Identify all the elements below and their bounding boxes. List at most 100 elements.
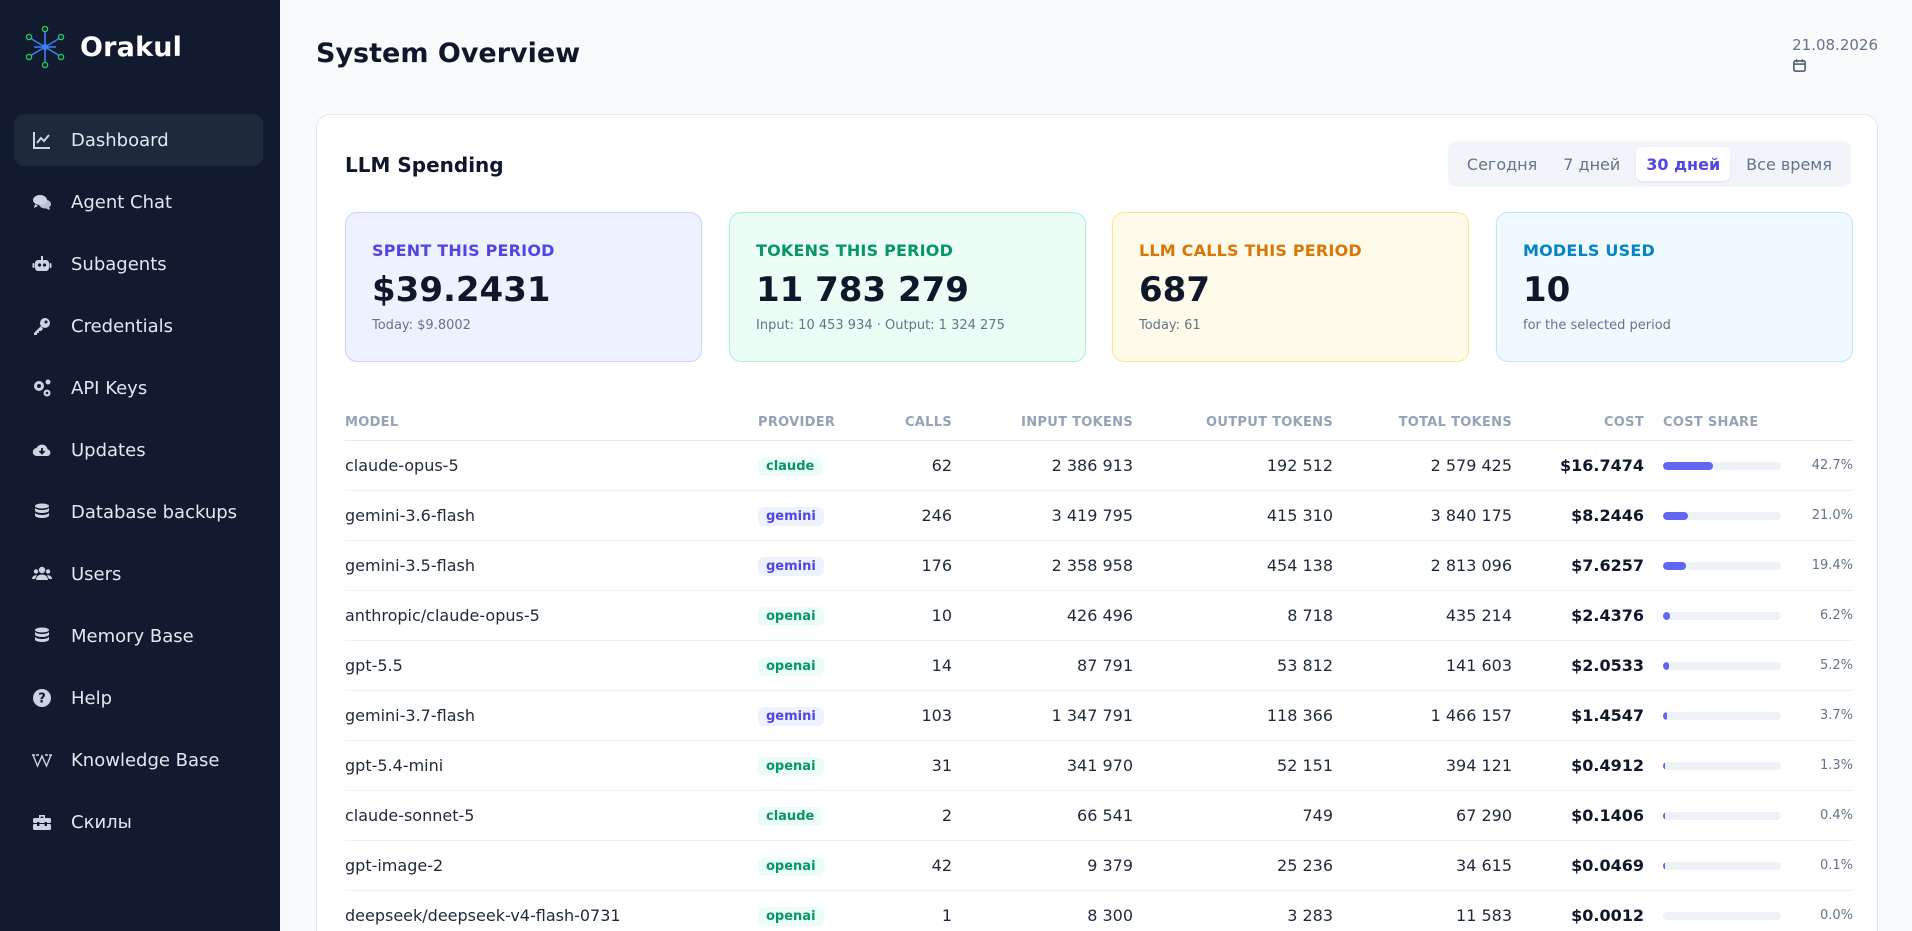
table-row[interactable]: claude-sonnet-5 claude 2 66 541 749 67 290 $0.…: [345, 791, 1853, 841]
cost-share-percent: 0.4%: [1819, 808, 1853, 823]
brand[interactable]: Orakul: [24, 24, 182, 70]
cost-share-bar-fill: [1663, 811, 1666, 820]
col-header-output-tokens[interactable]: OUTPUT TOKENS: [1206, 415, 1333, 430]
sidebar-item-skills[interactable]: Скилы: [14, 796, 263, 848]
provider-cell: gemini: [758, 555, 858, 576]
card-title: LLM Spending: [345, 153, 504, 177]
sidebar-item-label: Dashboard: [71, 129, 169, 151]
table-row[interactable]: gpt-5.5 openai 14 87 791 53 812 141 603 $2.053…: [345, 641, 1853, 691]
col-header-cost-share[interactable]: COST SHARE: [1663, 415, 1759, 430]
cost-share-cell: 19.4%: [1644, 558, 1853, 573]
period-tab-7-days[interactable]: 7 дней: [1563, 154, 1621, 174]
period-tab-30-days[interactable]: 30 дней: [1636, 147, 1731, 181]
sidebar-item-subagents[interactable]: Subagents: [14, 238, 263, 290]
cost-share-bar: [1663, 611, 1781, 620]
cost-cell: $2.0533: [1571, 656, 1644, 675]
stat-label: MODELS USED: [1523, 241, 1655, 260]
period-tab-today[interactable]: Сегодня: [1466, 154, 1538, 174]
date-picker[interactable]: 21.08.2026: [1792, 36, 1878, 77]
table-row[interactable]: claude-opus-5 claude 62 2 386 913 192 512 2 5…: [345, 441, 1853, 491]
table-row[interactable]: gemini-3.5-flash gemini 176 2 358 958 454 13…: [345, 541, 1853, 591]
total-tokens-cell: 34 615: [1456, 856, 1512, 875]
input-tokens-cell: 426 496: [1066, 606, 1133, 625]
model-spending-table: MODEL PROVIDER CALLS INPUT TOKENS OUTPUT…: [345, 405, 1853, 931]
col-header-cost[interactable]: COST: [1603, 415, 1644, 430]
provider-cell: gemini: [758, 705, 858, 726]
table-row[interactable]: gpt-5.4-mini openai 31 341 970 52 151 394 121…: [345, 741, 1853, 791]
page-title: System Overview: [316, 38, 581, 69]
toolbox-icon: [31, 811, 53, 833]
output-tokens-cell: 118 366: [1266, 706, 1333, 725]
cost-share-bar-fill: [1663, 861, 1666, 870]
calendar-icon[interactable]: [1792, 58, 1807, 73]
model-name: claude-opus-5: [345, 456, 459, 475]
cost-cell: $1.4547: [1571, 706, 1644, 725]
cost-share-percent: 19.4%: [1811, 558, 1853, 573]
total-tokens-cell: 141 603: [1445, 656, 1512, 675]
sidebar-item-updates[interactable]: Updates: [14, 424, 263, 476]
col-header-input-tokens[interactable]: INPUT TOKENS: [1021, 415, 1133, 430]
sidebar-item-label: Credentials: [71, 315, 174, 337]
sidebar-item-api-keys[interactable]: API Keys: [14, 362, 263, 414]
table-body: claude-opus-5 claude 62 2 386 913 192 512 2 5…: [345, 441, 1853, 931]
sidebar-item-memory-base[interactable]: Memory Base: [14, 610, 263, 662]
model-name: gpt-5.5: [345, 656, 403, 675]
total-tokens-cell: 1 466 157: [1430, 706, 1512, 725]
sidebar-item-agent-chat[interactable]: Agent Chat: [14, 176, 263, 228]
sidebar-nav: Dashboard Agent Chat Subagents Credentia…: [14, 114, 263, 858]
table-row[interactable]: gpt-image-2 openai 42 9 379 25 236 34 615 $0.0…: [345, 841, 1853, 891]
stat-label: LLM CALLS THIS PERIOD: [1139, 241, 1362, 260]
cost-cell: $0.0012: [1571, 906, 1644, 925]
col-header-total-tokens[interactable]: TOTAL TOKENS: [1398, 415, 1512, 430]
total-tokens-cell: 2 813 096: [1430, 556, 1512, 575]
output-tokens-cell: 454 138: [1266, 556, 1333, 575]
period-tab-all-time[interactable]: Все время: [1746, 154, 1832, 174]
model-name: gpt-5.4-mini: [345, 756, 444, 775]
table-row[interactable]: deepseek/deepseek-v4-flash-0731 openai 1 8 …: [345, 891, 1853, 931]
col-header-calls[interactable]: CALLS: [904, 415, 952, 430]
cost-share-bar-fill: [1663, 711, 1668, 720]
model-name: gemini-3.6-flash: [345, 506, 475, 525]
total-tokens-cell: 67 290: [1456, 806, 1512, 825]
model-name: gemini-3.5-flash: [345, 556, 475, 575]
cost-share-bar: [1663, 461, 1781, 470]
provider-badge: openai: [758, 857, 824, 876]
sidebar-item-help[interactable]: ? Help: [14, 672, 263, 724]
gears-icon: [31, 377, 53, 399]
cost-share-bar: [1663, 511, 1781, 520]
chart-line-icon: [31, 129, 53, 151]
calls-cell: 14: [931, 656, 952, 675]
col-header-provider[interactable]: PROVIDER: [758, 415, 836, 430]
output-tokens-cell: 415 310: [1266, 506, 1333, 525]
calls-cell: 1: [941, 906, 952, 925]
sidebar-item-label: Updates: [71, 439, 146, 461]
output-tokens-cell: 192 512: [1266, 456, 1333, 475]
sidebar-item-database-backups[interactable]: Database backups: [14, 486, 263, 538]
calls-cell: 42: [931, 856, 952, 875]
cost-share-cell: 21.0%: [1644, 508, 1853, 523]
cost-share-cell: 3.7%: [1644, 708, 1853, 723]
table-row[interactable]: gemini-3.6-flash gemini 246 3 419 795 415 31…: [345, 491, 1853, 541]
cost-share-bar-fill: [1663, 561, 1686, 570]
input-tokens-cell: 9 379: [1087, 856, 1133, 875]
cost-share-bar: [1663, 561, 1781, 570]
cost-share-percent: 5.2%: [1819, 658, 1853, 673]
stat-label: SPENT THIS PERIOD: [372, 241, 555, 260]
model-name: deepseek/deepseek-v4-flash-0731: [345, 906, 621, 925]
stats-row: SPENT THIS PERIOD $39.2431 Today: $9.800…: [345, 212, 1853, 362]
table-row[interactable]: anthropic/claude-opus-5 openai 10 426 496 8 …: [345, 591, 1853, 641]
sidebar-item-knowledge-base[interactable]: Knowledge Base: [14, 734, 263, 786]
sidebar-item-dashboard[interactable]: Dashboard: [14, 114, 263, 166]
cost-share-percent: 3.7%: [1819, 708, 1853, 723]
provider-cell: claude: [758, 455, 858, 476]
sidebar-item-credentials[interactable]: Credentials: [14, 300, 263, 352]
sidebar-item-label: Knowledge Base: [71, 749, 220, 771]
llm-spending-card: LLM Spending Сегодня 7 дней 30 дней Все …: [316, 114, 1878, 931]
sidebar-item-users[interactable]: Users: [14, 548, 263, 600]
table-row[interactable]: gemini-3.7-flash gemini 103 1 347 791 118 36…: [345, 691, 1853, 741]
calls-cell: 176: [921, 556, 952, 575]
col-header-model[interactable]: MODEL: [345, 415, 399, 430]
sidebar-item-label: API Keys: [71, 377, 148, 399]
provider-cell: openai: [758, 605, 858, 626]
cost-share-cell: 42.7%: [1644, 458, 1853, 473]
